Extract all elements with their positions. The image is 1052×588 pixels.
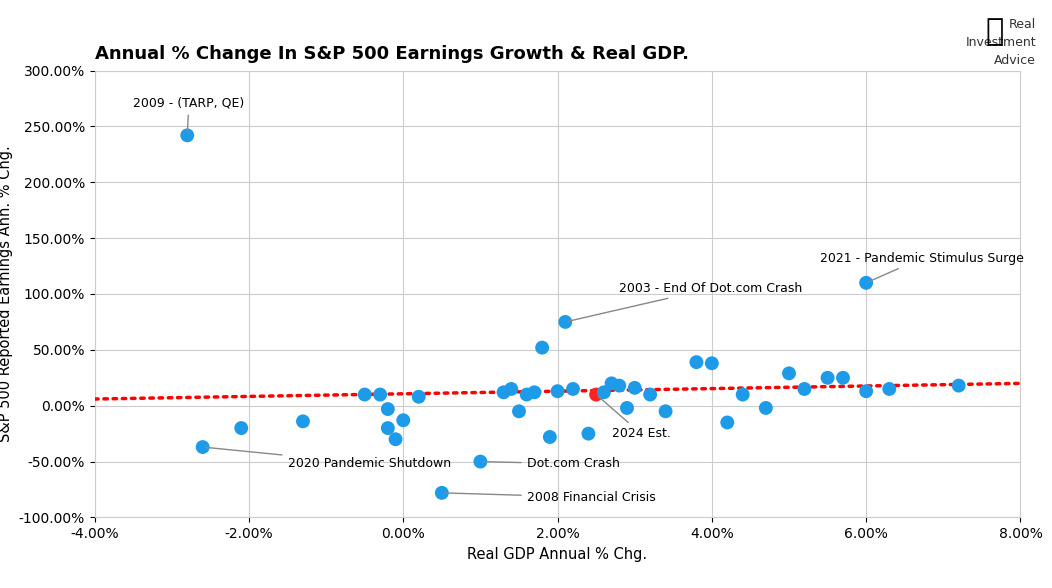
Point <box>295 417 311 426</box>
Point <box>394 416 411 425</box>
Point <box>542 432 559 442</box>
Point <box>834 373 851 382</box>
X-axis label: Real GDP Annual % Chg.: Real GDP Annual % Chg. <box>467 547 648 562</box>
Point <box>433 488 450 497</box>
Point <box>526 387 543 397</box>
Point <box>611 381 628 390</box>
Point <box>580 429 596 439</box>
Text: 2024 Est.: 2024 Est. <box>599 396 670 440</box>
Text: Real
Investment
Advice: Real Investment Advice <box>966 18 1036 66</box>
Point <box>557 317 573 326</box>
Y-axis label: S&P 500 Reported Earnings Ann. % Chg.: S&P 500 Reported Earnings Ann. % Chg. <box>0 146 14 442</box>
Point <box>857 278 874 288</box>
Point <box>688 358 705 367</box>
Point <box>642 390 659 399</box>
Point <box>195 442 211 452</box>
Point <box>357 390 373 399</box>
Text: 🦅: 🦅 <box>985 18 1004 46</box>
Point <box>603 379 620 388</box>
Point <box>495 387 512 397</box>
Point <box>781 369 797 378</box>
Text: Dot.com Crash: Dot.com Crash <box>483 457 620 470</box>
Point <box>472 457 489 466</box>
Text: Annual % Change In S&P 500 Earnings Growth & Real GDP.: Annual % Change In S&P 500 Earnings Grow… <box>95 45 689 64</box>
Point <box>503 385 520 394</box>
Point <box>626 383 643 393</box>
Point <box>734 390 751 399</box>
Point <box>380 423 397 433</box>
Point <box>387 435 404 444</box>
Point <box>950 381 967 390</box>
Point <box>658 407 674 416</box>
Text: 2003 - End Of Dot.com Crash: 2003 - End Of Dot.com Crash <box>568 282 803 321</box>
Point <box>519 390 535 399</box>
Point <box>619 403 635 413</box>
Text: 2021 - Pandemic Stimulus Surge: 2021 - Pandemic Stimulus Surge <box>820 252 1024 282</box>
Point <box>857 386 874 396</box>
Text: 2009 - (TARP, QE): 2009 - (TARP, QE) <box>134 96 244 132</box>
Point <box>719 417 735 427</box>
Point <box>549 386 566 396</box>
Point <box>371 390 388 399</box>
Point <box>380 405 397 414</box>
Point <box>796 385 813 394</box>
Point <box>565 385 582 394</box>
Point <box>410 392 427 402</box>
Point <box>179 131 196 140</box>
Point <box>704 359 721 368</box>
Point <box>232 423 249 433</box>
Point <box>533 343 550 352</box>
Text: 2020 Pandemic Shutdown: 2020 Pandemic Shutdown <box>205 447 450 470</box>
Point <box>881 385 897 394</box>
Point <box>757 403 774 413</box>
Point <box>588 390 605 399</box>
Point <box>820 373 836 382</box>
Text: 2008 Financial Crisis: 2008 Financial Crisis <box>445 491 655 504</box>
Point <box>510 407 527 416</box>
Point <box>595 387 612 397</box>
